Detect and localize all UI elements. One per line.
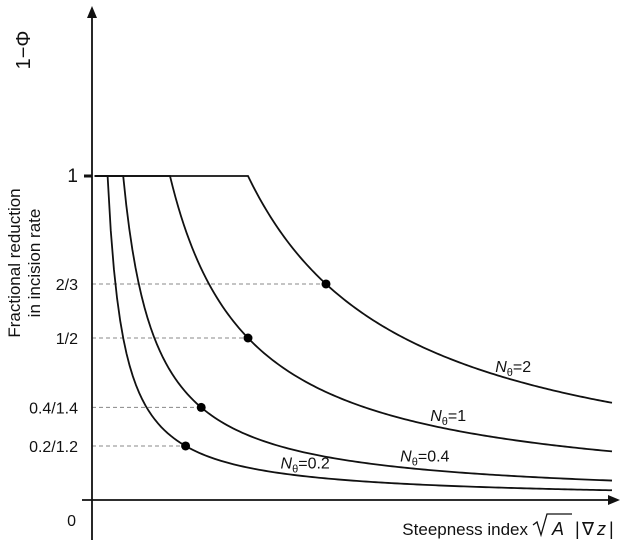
series-label: Nθ=0.4 bbox=[400, 449, 449, 469]
x-axis-label-bar-right: | bbox=[609, 519, 614, 539]
y-axis-arrow bbox=[87, 6, 97, 18]
series-marker bbox=[321, 279, 331, 289]
series-line bbox=[94, 175, 613, 453]
series-marker bbox=[243, 333, 253, 343]
series-marker bbox=[196, 402, 206, 412]
series-label: Nθ=1 bbox=[430, 408, 466, 428]
series-line bbox=[94, 175, 613, 482]
x-axis-label-z: z bbox=[596, 519, 606, 539]
y-axis-label-line2: in incision rate bbox=[25, 209, 44, 318]
series-labels: Nθ=0.2 Nθ=0.4 Nθ=1 Nθ=2 bbox=[281, 359, 532, 475]
y-tick-label: 2/3 bbox=[56, 277, 78, 294]
y-tick-label: 0 bbox=[67, 513, 76, 530]
series-line bbox=[94, 175, 613, 404]
sqrt-sign-icon bbox=[532, 513, 572, 538]
x-axis-label-text: Steepness index bbox=[402, 520, 528, 539]
y-tick-label: 1 bbox=[67, 166, 78, 187]
series-marker bbox=[181, 441, 191, 451]
y-tick-labels: 0 0.2/1.2 0.4/1.4 1/2 2/3 1 bbox=[29, 166, 92, 530]
series-label: Nθ=0.2 bbox=[281, 455, 330, 475]
y-tick-label: 0.4/1.4 bbox=[29, 400, 78, 417]
y-axis-label: Fractional reduction in incision rate 1−… bbox=[5, 31, 44, 338]
y-axis-label-symbol: 1−Φ bbox=[13, 31, 35, 70]
x-axis-label-sqrt-arg: A bbox=[551, 519, 564, 539]
x-axis-label-nabla: ∇ bbox=[581, 519, 595, 539]
series-label: Nθ=2 bbox=[495, 359, 531, 379]
x-axis-arrow bbox=[608, 495, 620, 505]
y-tick-label: 0.2/1.2 bbox=[29, 439, 78, 456]
x-axis-label-bar-left: | bbox=[575, 519, 580, 539]
guide-lines bbox=[92, 283, 326, 447]
markers bbox=[181, 279, 331, 451]
curves bbox=[94, 175, 613, 492]
y-axis-label-line1: Fractional reduction bbox=[5, 188, 24, 337]
y-tick-label: 1/2 bbox=[56, 331, 78, 348]
x-axis-label: Steepness index A | ∇ z | bbox=[402, 513, 614, 539]
